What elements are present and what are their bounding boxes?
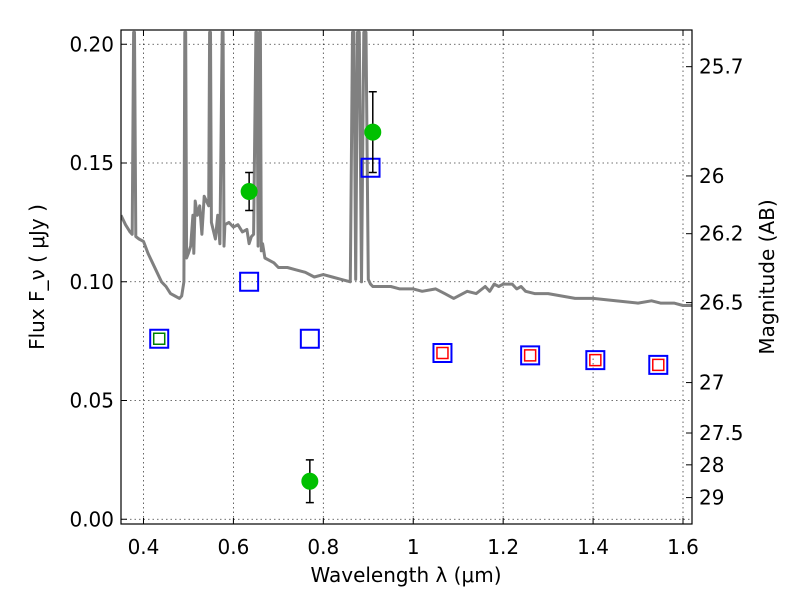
model-photometry-marker [239, 271, 260, 292]
model-photometry-marker [299, 328, 320, 349]
x-axis-label: Wavelength λ (μm) [310, 563, 501, 587]
right-tick-label: 26.2 [699, 222, 744, 246]
observed-flux-point [301, 472, 319, 490]
right-tick-label: 25.7 [699, 55, 744, 79]
right-tick-label: 27 [699, 371, 724, 395]
x-tick-label: 0.4 [128, 535, 160, 559]
right-axis-label: Magnitude (AB) [755, 199, 779, 354]
x-tick-label: 1.6 [667, 535, 699, 559]
model-photometry-inner-marker [436, 346, 449, 360]
model-photometry-marker [520, 345, 541, 366]
plot-frame [120, 29, 693, 525]
model-photometry-marker [648, 354, 669, 375]
x-tick-label: 1.2 [487, 535, 519, 559]
y-tick-label: 0.20 [69, 32, 114, 56]
y-tick-label: 0.15 [69, 151, 114, 175]
y-tick-label: 0.00 [69, 507, 114, 531]
right-tick-label: 26.5 [699, 291, 744, 315]
y-axis-label: Flux F_ν ( μJy ) [25, 204, 49, 350]
x-tick-label: 1 [407, 535, 420, 559]
right-tick-label: 28 [699, 453, 724, 477]
model-photometry-inner-marker [589, 353, 602, 367]
grid-lines [121, 30, 692, 524]
right-tick-label: 29 [699, 486, 724, 510]
data-layer [121, 30, 692, 504]
model-photometry-inner-marker [523, 349, 537, 362]
x-tick-label: 0.6 [217, 535, 249, 559]
model-photometry-marker [585, 350, 606, 371]
y-tick-label: 0.05 [69, 389, 114, 413]
x-tick-label: 1.4 [577, 535, 609, 559]
model-photometry-marker [149, 328, 170, 349]
model-photometry-inner-marker [652, 358, 665, 372]
observed-flux-point [364, 123, 382, 141]
right-tick-label: 26 [699, 164, 724, 188]
template-spectrum-line [121, 30, 692, 307]
x-tick-label: 0.8 [307, 535, 339, 559]
axes: 0.4 0.6 0.8 1 1.2 1.4 1.6 0.00 0.05 0.10 0.15 0.20 2… [69, 30, 744, 559]
model-photometry-marker [432, 343, 453, 363]
y-tick-label: 0.10 [69, 270, 114, 294]
model-photometry-marker [360, 157, 381, 178]
model-photometry-inner-marker [152, 332, 166, 345]
observed-flux-point [240, 183, 258, 200]
right-tick-label: 27.5 [699, 421, 744, 445]
